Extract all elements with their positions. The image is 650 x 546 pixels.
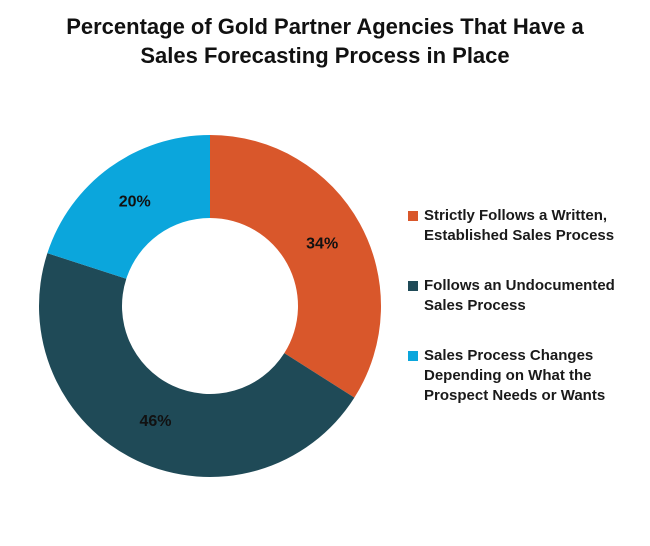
data-label: 46% <box>139 413 171 430</box>
legend-swatch <box>408 351 418 361</box>
data-label: 34% <box>306 236 338 253</box>
legend-item: Sales Process Changes Depending on What … <box>408 346 638 406</box>
legend-item: Follows an Undocumented Sales Process <box>408 276 638 316</box>
donut-slice <box>210 135 381 398</box>
donut-slice <box>39 253 355 477</box>
legend-swatch <box>408 281 418 291</box>
legend-label: Strictly Follows a Written, Established … <box>424 207 615 244</box>
legend-swatch <box>408 211 418 221</box>
legend-label: Follows an Undocumented Sales Process <box>424 277 615 314</box>
legend-item: Strictly Follows a Written, Established … <box>408 206 638 246</box>
data-label: 20% <box>119 194 151 211</box>
chart-title: Percentage of Gold Partner Agencies That… <box>66 14 584 68</box>
legend-label: Sales Process Changes Depending on What … <box>424 347 606 404</box>
donut-slice <box>47 135 210 279</box>
legend: Strictly Follows a Written, Established … <box>408 206 638 436</box>
